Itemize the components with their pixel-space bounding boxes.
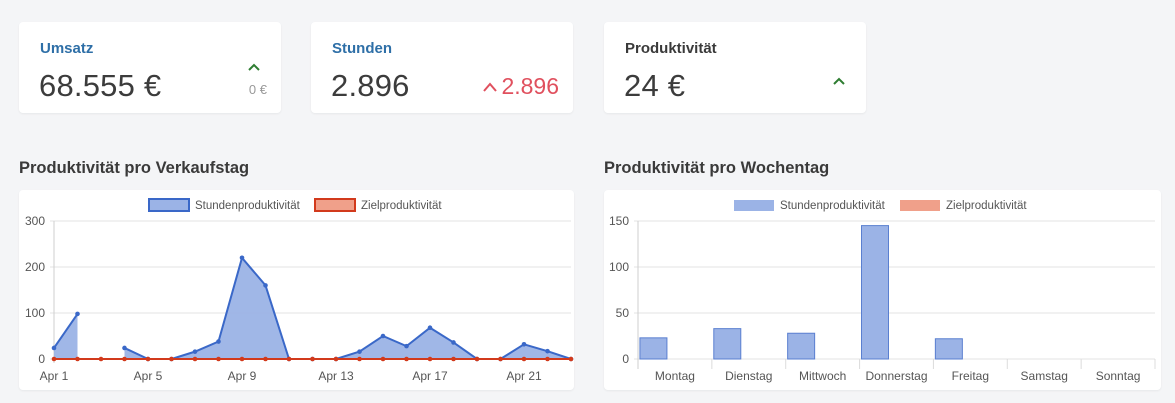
chevron-up-icon [248, 63, 260, 71]
chevron-up-icon [833, 77, 845, 85]
data-point-zielproduktivitaet [75, 356, 80, 362]
data-point-stundenproduktivitaet [357, 349, 362, 354]
data-point-zielproduktivitaet [474, 356, 480, 362]
data-point-stundenproduktivitaet [239, 255, 245, 261]
x-tick-label: Apr 1 [40, 369, 69, 383]
legend-swatch-stundenproduktivitaet [734, 200, 774, 211]
data-point-zielproduktivitaet [380, 356, 386, 362]
data-point-stundenproduktivitaet [545, 348, 550, 354]
x-tick-label: Apr 9 [228, 369, 257, 383]
data-point-stundenproduktivitaet [427, 325, 433, 331]
data-point-zielproduktivitaet [451, 356, 456, 362]
chart-card-verkaufstag: Stundenproduktivität Zielproduktivität 300… [19, 190, 574, 390]
y-tick-label: 100 [25, 306, 45, 320]
data-point-stundenproduktivitaet [192, 349, 198, 354]
x-tick-label: Apr 21 [506, 369, 542, 383]
legend-label-stundenproduktivitaet: Stundenproduktivität [195, 200, 301, 212]
legend-label-stundenproduktivitaet: Stundenproduktivität [780, 200, 886, 212]
y-tick-label: 200 [25, 260, 45, 274]
data-point-stundenproduktivitaet [451, 340, 456, 345]
data-point-zielproduktivitaet [169, 356, 174, 362]
x-tick-label: Apr 5 [134, 369, 163, 383]
data-point-zielproduktivitaet [498, 356, 503, 362]
x-tick-label: Dienstag [725, 369, 772, 383]
data-point-stundenproduktivitaet [122, 345, 127, 351]
kpi-value-umsatz: 68.555 € [39, 68, 162, 103]
data-point-zielproduktivitaet [145, 356, 151, 362]
y-tick-label: 0 [38, 352, 45, 366]
bar-stundenproduktivitaet [787, 332, 816, 360]
bar-stundenproduktivitaet [934, 338, 963, 360]
data-point-zielproduktivitaet [333, 356, 339, 362]
data-point-zielproduktivitaet [263, 356, 268, 362]
kpi-value-produktivitaet: 24 € [624, 68, 686, 103]
y-tick-label: 150 [609, 214, 629, 228]
chart-card-wochentag: Stundenproduktivität Zielproduktivität 150… [604, 190, 1161, 390]
kpi-card-produktivitaet: Produktivität 24 € [604, 22, 866, 113]
kpi-delta-value: 2.896 [501, 73, 559, 99]
legend-label-zielproduktivitaet: Zielproduktivität [946, 200, 1027, 212]
data-point-zielproduktivitaet [286, 356, 292, 362]
chevron-up-icon [483, 81, 498, 92]
x-tick-label: Sonntag [1096, 369, 1141, 383]
data-point-stundenproduktivitaet [404, 343, 409, 349]
data-point-zielproduktivitaet [521, 356, 527, 362]
section-title-verkaufstag: Produktivität pro Verkaufstag [19, 159, 250, 177]
y-tick-label: 100 [609, 260, 629, 274]
line-chart-verkaufstag: Stundenproduktivität Zielproduktivität 300… [25, 198, 574, 383]
data-point-zielproduktivitaet [51, 356, 57, 362]
bar-chart-wochentag: Stundenproduktivität Zielproduktivität 150… [609, 200, 1156, 383]
data-point-stundenproduktivitaet [216, 339, 221, 344]
data-point-zielproduktivitaet [357, 356, 362, 362]
x-tick-label: Samstag [1021, 369, 1068, 383]
x-tick-label: Apr 17 [412, 369, 448, 383]
kpi-delta-stunden: 2.896 [482, 73, 559, 100]
y-tick-label: 0 [622, 352, 629, 366]
legend-swatch-zielproduktivitaet [900, 200, 940, 211]
series-area-stundenproduktivitaet [124, 257, 571, 359]
x-tick-label: Montag [655, 369, 695, 383]
y-tick-label: 300 [25, 214, 45, 228]
y-tick-label: 50 [616, 306, 630, 320]
data-point-stundenproduktivitaet [521, 341, 527, 347]
bar-stundenproduktivitaet [713, 328, 742, 360]
data-point-zielproduktivitaet [122, 356, 127, 362]
x-tick-label: Mittwoch [799, 369, 846, 383]
kpi-card-umsatz: Umsatz 68.555 € 0 € [19, 22, 281, 113]
data-point-zielproduktivitaet [216, 356, 221, 362]
bar-stundenproduktivitaet [861, 225, 889, 360]
kpi-value-stunden: 2.896 [331, 68, 410, 103]
data-point-zielproduktivitaet [239, 356, 245, 362]
series-area-stundenproduktivitaet [54, 313, 78, 359]
data-point-zielproduktivitaet [310, 356, 315, 362]
data-point-stundenproduktivitaet [75, 311, 80, 317]
kpi-label-stunden: Stunden [332, 40, 392, 57]
kpi-label-umsatz: Umsatz [40, 40, 94, 57]
x-tick-label: Donnerstag [865, 369, 927, 383]
data-point-stundenproduktivitaet [51, 345, 57, 351]
data-point-stundenproduktivitaet [380, 333, 386, 339]
data-point-zielproduktivitaet [192, 356, 198, 362]
series-line-stundenproduktivitaet [124, 255, 572, 360]
section-title-wochentag: Produktivität pro Wochentag [604, 159, 830, 177]
kpi-label-produktivitaet: Produktivität [625, 40, 717, 57]
data-point-zielproduktivitaet [404, 356, 409, 362]
legend-label-zielproduktivitaet: Zielproduktivität [361, 200, 442, 212]
data-point-zielproduktivitaet [568, 356, 574, 362]
data-point-zielproduktivitaet [427, 356, 433, 362]
data-point-stundenproduktivitaet [263, 283, 268, 288]
kpi-sub-umsatz: 0 € [248, 82, 267, 97]
data-point-zielproduktivitaet [545, 356, 550, 362]
x-tick-label: Apr 13 [318, 369, 354, 383]
data-point-zielproduktivitaet [98, 356, 104, 362]
x-tick-label: Freitag [952, 369, 989, 383]
legend-swatch-stundenproduktivitaet [148, 198, 190, 212]
series-line-stundenproduktivitaet [53, 313, 79, 349]
kpi-card-stunden: Stunden 2.896 2.896 [311, 22, 573, 113]
bar-stundenproduktivitaet [639, 337, 668, 360]
legend-swatch-zielproduktivitaet [314, 198, 356, 212]
